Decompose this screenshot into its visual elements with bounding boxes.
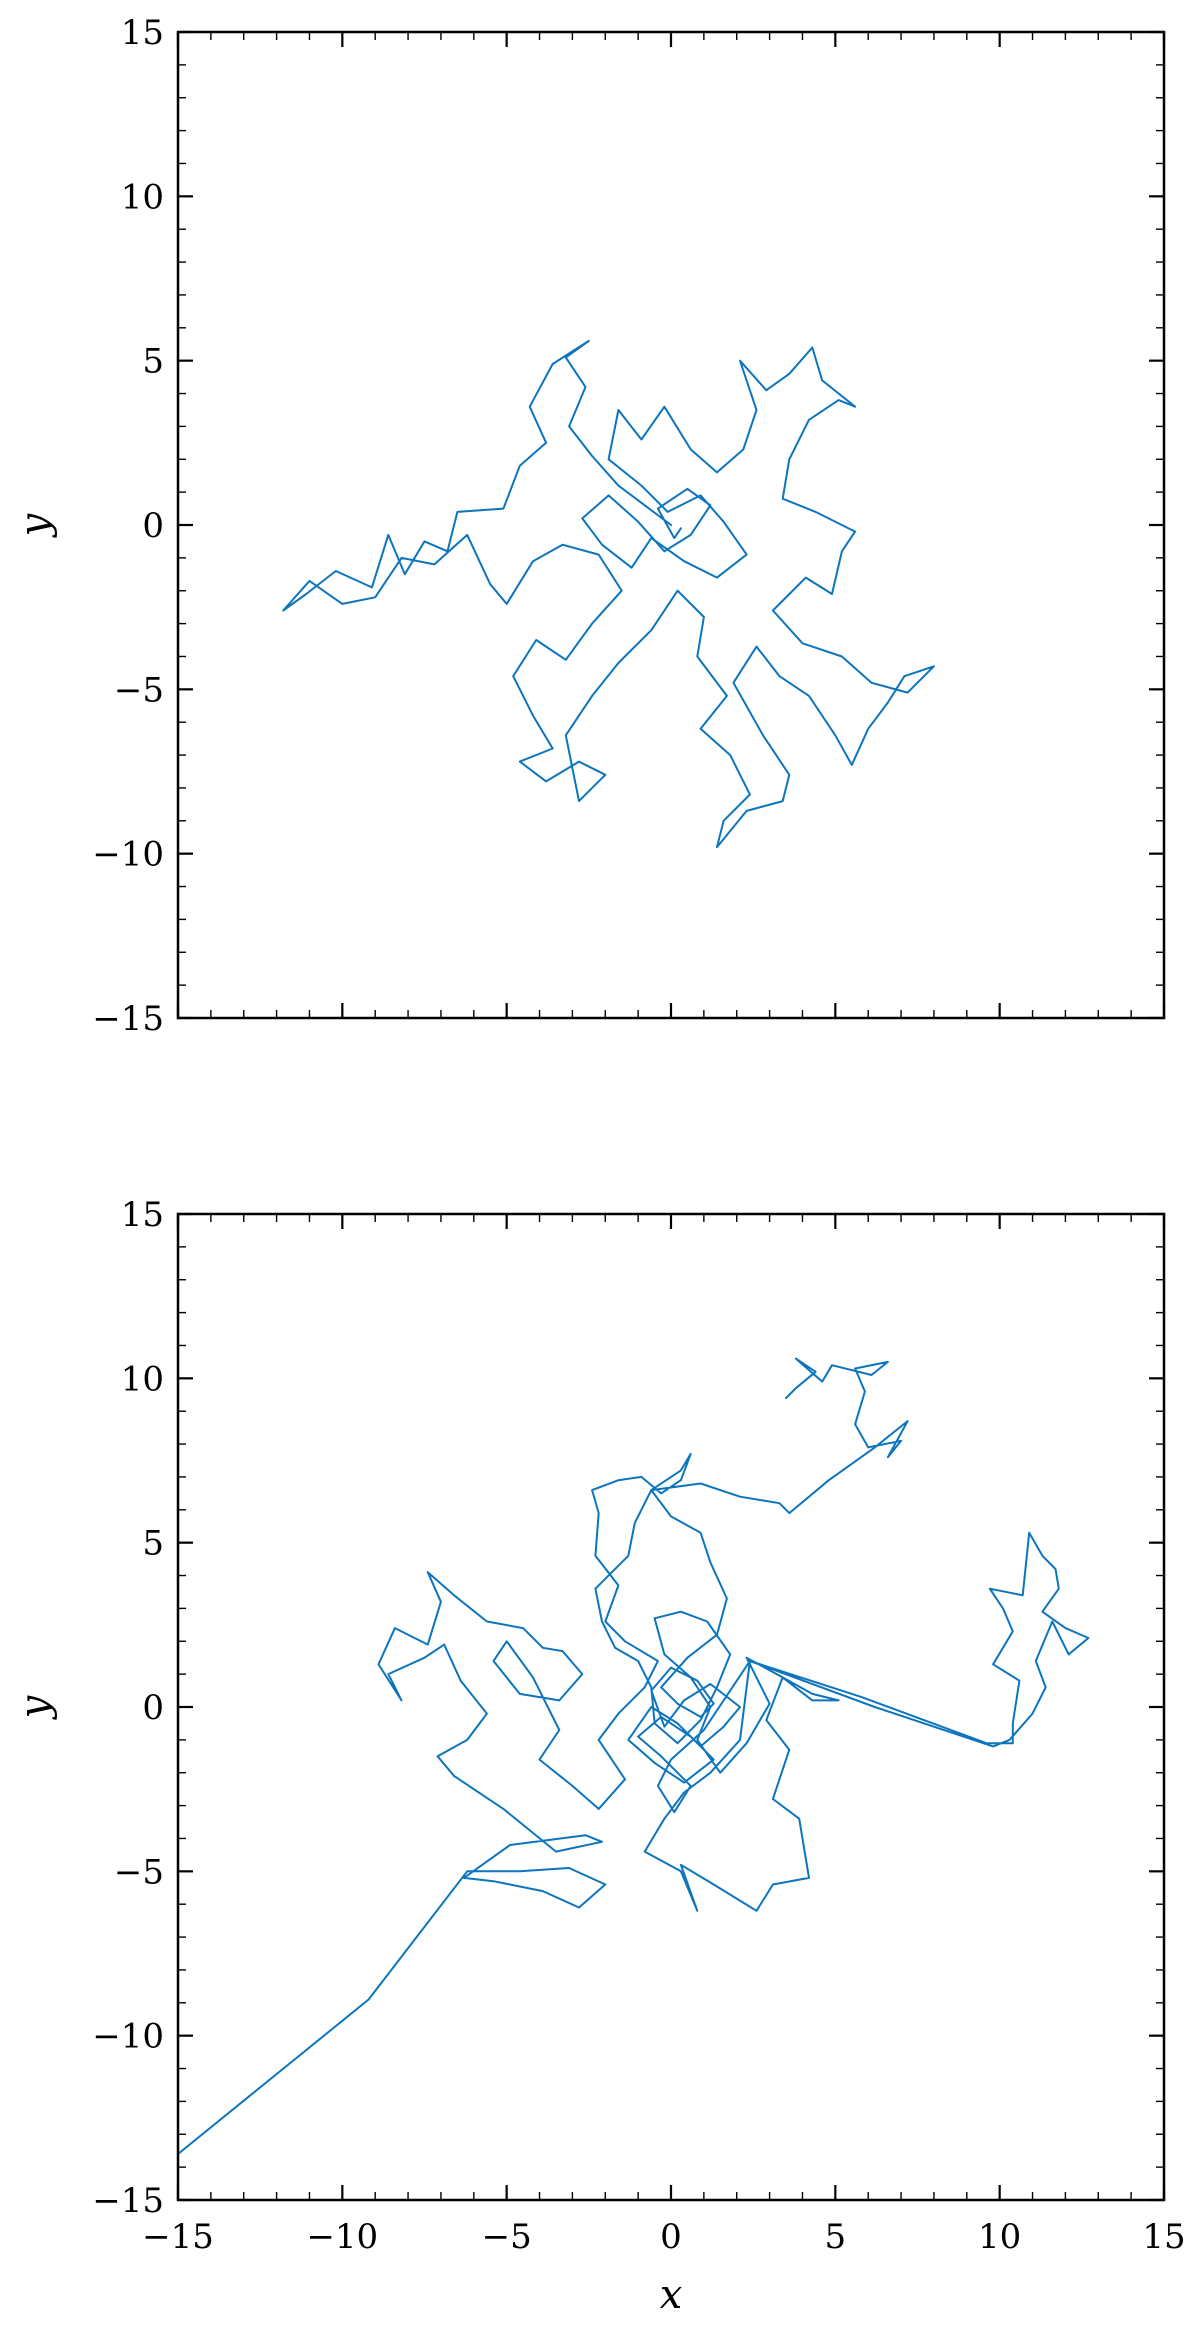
bottom-panel: −15 −10 −5 0 5 10 15 −15 −10 −5 0 5 10 15 y x: [12, 1195, 1186, 2318]
y-tick-label: −10: [92, 835, 164, 875]
x-tick-label: 0: [660, 2217, 682, 2257]
x-axis-label: x: [660, 2272, 683, 2318]
y-tick-label: 5: [142, 342, 164, 382]
walk-trace-line: [282, 339, 935, 849]
y-axis-label: y: [12, 1694, 58, 1720]
top-panel: −15 −10 −5 0 5 10 15 y: [12, 13, 1166, 1039]
y-tick-label: 10: [121, 177, 164, 217]
y-tick-label: 15: [121, 1195, 164, 1235]
x-tick-label: −15: [142, 2217, 214, 2257]
y-tick-label: −5: [114, 1852, 164, 1892]
y-tick-label: 0: [142, 1688, 164, 1728]
x-tick-label: −5: [482, 2217, 532, 2257]
y-tick-label: −15: [92, 2181, 164, 2221]
walk-trace-line: [177, 1357, 1090, 2155]
y-tick-label: −15: [92, 999, 164, 1039]
y-tick-label: 5: [142, 1524, 164, 1564]
x-tick-label: −10: [306, 2217, 378, 2257]
x-tick-label: 10: [978, 2217, 1021, 2257]
y-tick-label: −5: [114, 670, 164, 710]
y-tick-label: 0: [142, 506, 164, 546]
y-tick-label: −10: [92, 2017, 164, 2057]
x-tick-label: 15: [1142, 2217, 1185, 2257]
y-tick-label: 15: [121, 13, 164, 53]
y-tick-label: 10: [121, 1359, 164, 1399]
y-axis-label: y: [12, 512, 58, 538]
x-tick-label: 5: [825, 2217, 847, 2257]
